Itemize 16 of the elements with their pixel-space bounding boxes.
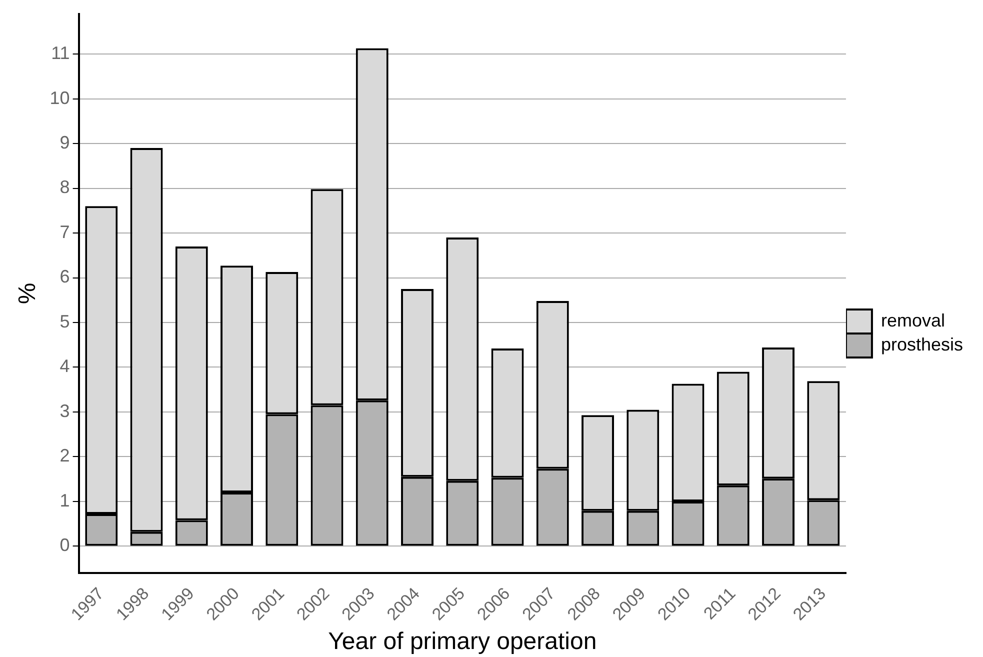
y-axis-title: % xyxy=(14,282,42,304)
y-tick-label: 10 xyxy=(50,88,70,108)
legend-label: prosthesis xyxy=(880,334,964,354)
y-tick-label: 0 xyxy=(60,535,70,556)
legend-label: removal xyxy=(880,310,945,330)
y-tick-label: 7 xyxy=(60,222,70,242)
y-tick-label: 6 xyxy=(60,266,70,287)
y-tick-label: 11 xyxy=(51,43,70,64)
y-tick-label: 4 xyxy=(60,356,70,376)
y-tick-label: 8 xyxy=(60,177,70,198)
y-tick-label: 5 xyxy=(60,311,70,332)
x-axis-title: Year of primary operation xyxy=(328,628,597,656)
y-tick-label: 3 xyxy=(60,400,70,421)
y-tick-label: 1 xyxy=(60,490,70,510)
y-tick-label: 2 xyxy=(60,446,70,466)
y-tick-label: 9 xyxy=(60,132,70,153)
